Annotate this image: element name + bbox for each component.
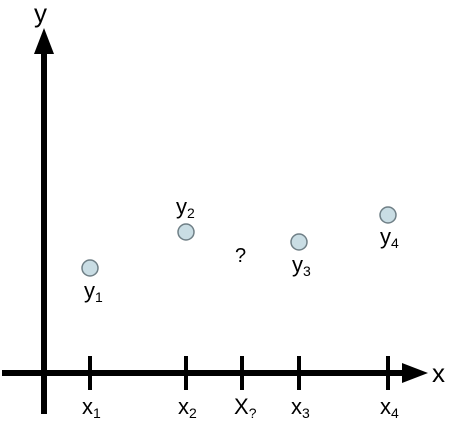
data-point-label: y3 <box>292 252 311 279</box>
x-axis-arrowhead <box>402 363 428 383</box>
x-tick-label: x1 <box>82 394 101 421</box>
x-tick-label: x4 <box>380 394 399 421</box>
y-axis-label: y <box>34 0 47 28</box>
data-points: y1 y2 y3 y4 <box>81 194 399 305</box>
data-point-label: y4 <box>380 224 399 251</box>
data-point <box>81 259 99 277</box>
x-ticks: x1 x2 X? x3 x4 <box>82 356 399 421</box>
x-tick-label: x3 <box>291 394 310 421</box>
y-axis-arrowhead <box>34 28 54 54</box>
x-axis-label: x <box>432 358 445 388</box>
x-tick-label: x2 <box>178 394 197 421</box>
data-point <box>290 233 308 251</box>
unknown-value-mark: ? <box>235 245 246 267</box>
x-tick-label: X? <box>234 394 257 421</box>
data-point <box>379 206 397 224</box>
data-point-label: y1 <box>84 278 103 305</box>
data-point-label: y2 <box>176 194 195 221</box>
data-point <box>177 223 195 241</box>
